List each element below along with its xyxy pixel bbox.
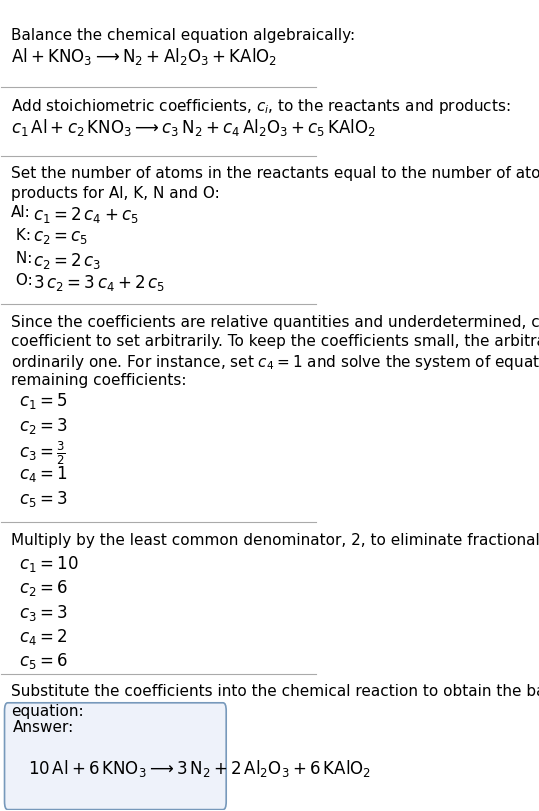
Text: $10\,\mathrm{Al} + 6\,\mathrm{KNO_3} \longrightarrow 3\,\mathrm{N_2} + 2\,\mathr: $10\,\mathrm{Al} + 6\,\mathrm{KNO_3} \lo…	[28, 757, 371, 778]
Text: Answer:: Answer:	[13, 719, 74, 734]
Text: ordinarily one. For instance, set $c_4 = 1$ and solve the system of equations fo: ordinarily one. For instance, set $c_4 =…	[11, 353, 539, 372]
Text: $c_2 = 6$: $c_2 = 6$	[19, 577, 67, 598]
Text: $c_3 = \frac{3}{2}$: $c_3 = \frac{3}{2}$	[19, 440, 66, 467]
Text: Since the coefficients are relative quantities and underdetermined, choose a: Since the coefficients are relative quan…	[11, 314, 539, 329]
Text: $c_3 = 3$: $c_3 = 3$	[19, 602, 67, 622]
Text: Balance the chemical equation algebraically:: Balance the chemical equation algebraica…	[11, 28, 355, 43]
Text: N:: N:	[11, 251, 32, 265]
Text: Substitute the coefficients into the chemical reaction to obtain the balanced: Substitute the coefficients into the che…	[11, 684, 539, 698]
Text: equation:: equation:	[11, 703, 84, 718]
Text: coefficient to set arbitrarily. To keep the coefficients small, the arbitrary va: coefficient to set arbitrarily. To keep …	[11, 333, 539, 349]
Text: $c_4 = 1$: $c_4 = 1$	[19, 464, 67, 483]
Text: $\mathrm{Al + KNO_3} \longrightarrow \mathrm{N_2 + Al_2O_3 + KAlO_2}$: $\mathrm{Al + KNO_3} \longrightarrow \ma…	[11, 46, 277, 67]
Text: $c_1 = 2\,c_4 + c_5$: $c_1 = 2\,c_4 + c_5$	[33, 205, 139, 225]
Text: products for Al, K, N and O:: products for Al, K, N and O:	[11, 186, 219, 200]
Text: $c_2 = 2\,c_3$: $c_2 = 2\,c_3$	[33, 251, 101, 270]
Text: $c_1\,\mathrm{Al} + c_2\,\mathrm{KNO_3} \longrightarrow c_3\,\mathrm{N_2} + c_4\: $c_1\,\mathrm{Al} + c_2\,\mathrm{KNO_3} …	[11, 117, 376, 138]
Text: $c_2 = c_5$: $c_2 = c_5$	[33, 228, 88, 246]
Text: $3\,c_2 = 3\,c_4 + 2\,c_5$: $3\,c_2 = 3\,c_4 + 2\,c_5$	[33, 273, 165, 293]
Text: K:: K:	[11, 228, 31, 242]
Text: Al:: Al:	[11, 205, 31, 220]
FancyBboxPatch shape	[4, 703, 226, 809]
Text: Add stoichiometric coefficients, $c_i$, to the reactants and products:: Add stoichiometric coefficients, $c_i$, …	[11, 97, 510, 116]
Text: $c_1 = 5$: $c_1 = 5$	[19, 391, 67, 411]
Text: $c_5 = 6$: $c_5 = 6$	[19, 650, 67, 671]
Text: Set the number of atoms in the reactants equal to the number of atoms in the: Set the number of atoms in the reactants…	[11, 165, 539, 180]
Text: $c_2 = 3$: $c_2 = 3$	[19, 415, 67, 436]
Text: Multiply by the least common denominator, 2, to eliminate fractional coefficient: Multiply by the least common denominator…	[11, 532, 539, 547]
Text: remaining coefficients:: remaining coefficients:	[11, 372, 186, 388]
Text: $c_5 = 3$: $c_5 = 3$	[19, 488, 67, 508]
Text: O:: O:	[11, 273, 32, 288]
Text: $c_4 = 2$: $c_4 = 2$	[19, 626, 67, 646]
Text: $c_1 = 10$: $c_1 = 10$	[19, 553, 78, 573]
